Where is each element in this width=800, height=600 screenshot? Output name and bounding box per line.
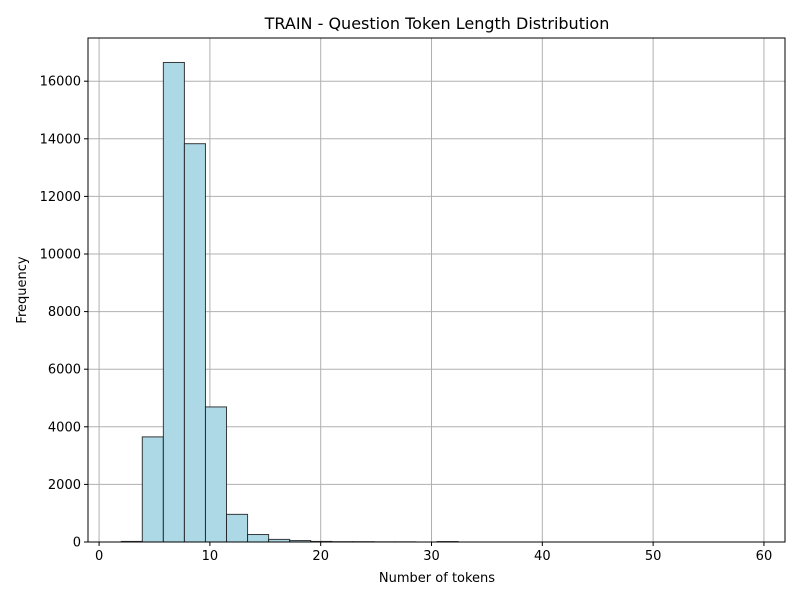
x-tick-label: 30: [423, 549, 440, 564]
y-tick-label: 2000: [48, 478, 81, 493]
x-tick-label: 50: [645, 549, 662, 564]
histogram-bar: [226, 513, 249, 543]
y-tick-label: 16000: [40, 75, 81, 90]
x-tick-label: 60: [756, 549, 773, 564]
y-axis-label: Frequency: [15, 256, 30, 323]
ticks-layer: 0 10 20 30 40 50 60 0 2000 4000 6000 8000 10000 12000…: [40, 75, 773, 564]
bars-layer: [120, 61, 459, 543]
histogram-bar: [247, 534, 270, 543]
x-tick-label: 20: [312, 549, 329, 564]
histogram-bar: [162, 61, 185, 543]
x-tick-label: 10: [202, 549, 219, 564]
histogram-bar: [141, 436, 164, 543]
y-tick-label: 4000: [48, 420, 81, 435]
y-tick-label: 6000: [48, 363, 81, 378]
histogram-bar: [204, 406, 228, 543]
y-tick-label: 10000: [40, 248, 81, 263]
y-tick-label: 14000: [40, 132, 81, 147]
y-tick-label: 12000: [40, 190, 81, 205]
x-tick-label: 40: [534, 549, 551, 564]
y-tick-label: 8000: [48, 305, 81, 320]
x-axis-label: Number of tokens: [379, 571, 495, 586]
histogram-bar: [183, 143, 206, 543]
plot-frame: [87, 37, 786, 543]
x-tick-label: 0: [95, 549, 103, 564]
chart-title: TRAIN - Question Token Length Distributi…: [264, 14, 610, 33]
y-tick-label: 0: [73, 536, 81, 551]
